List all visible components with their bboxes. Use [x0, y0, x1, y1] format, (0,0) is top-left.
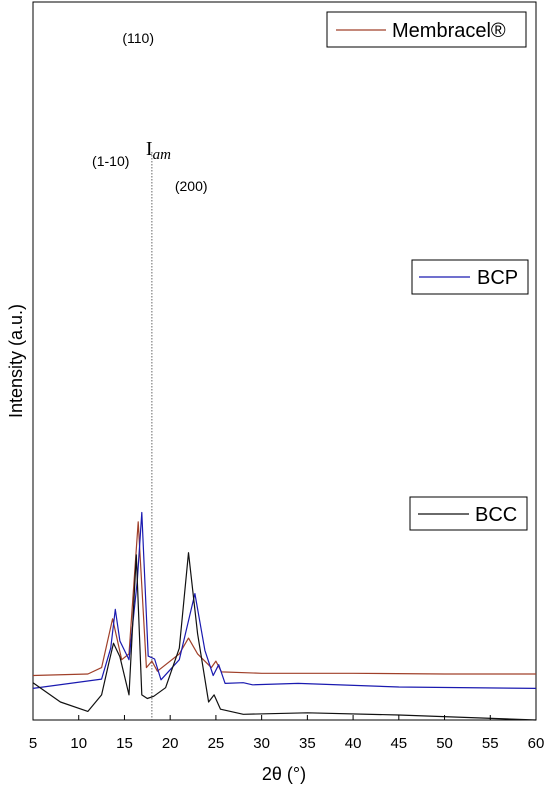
x-tick-label: 45 [390, 735, 407, 752]
x-axis-title: 2θ (°) [262, 764, 306, 784]
series-line-bcc [32, 552, 537, 721]
x-tick-label: 15 [116, 735, 133, 752]
x-tick-label: 10 [70, 735, 87, 752]
series-line-membracel [32, 521, 536, 677]
x-tick-label: 35 [299, 735, 316, 752]
annotation-110: (110) [122, 30, 154, 46]
x-tick-label: 25 [208, 735, 225, 752]
series-layer [32, 511, 537, 721]
legend-membracel: Membracel® [326, 11, 527, 48]
x-tick-label: 55 [482, 735, 499, 752]
legend-label-bcc: BCC [475, 504, 517, 526]
x-tick-label: 20 [162, 735, 179, 752]
annotation-iam: Iam [146, 138, 171, 163]
legend-label-bcp: BCP [477, 267, 518, 289]
x-tick-label: 30 [253, 735, 270, 752]
x-axis-ticks: 5 10 15 20 25 30 35 40 45 50 55 60 [29, 715, 545, 752]
legend-label-membracel: Membracel® [392, 20, 506, 42]
plot-frame [32, 1, 537, 721]
annotation-iam-main: I [146, 138, 153, 160]
x-tick-label: 5 [29, 735, 37, 752]
x-tick-label: 60 [528, 735, 545, 752]
legend-bcp: BCP [411, 259, 529, 295]
series-line-bcp [32, 511, 537, 689]
annotation-1-10: (1-10) [92, 153, 129, 169]
x-tick-label: 40 [345, 735, 362, 752]
annotation-200: (200) [175, 178, 208, 194]
x-tick-label: 50 [436, 735, 453, 752]
legend-bcc: BCC [409, 496, 528, 531]
annotation-iam-subscript: am [153, 147, 172, 163]
y-axis-title: Intensity (a.u.) [6, 304, 26, 418]
